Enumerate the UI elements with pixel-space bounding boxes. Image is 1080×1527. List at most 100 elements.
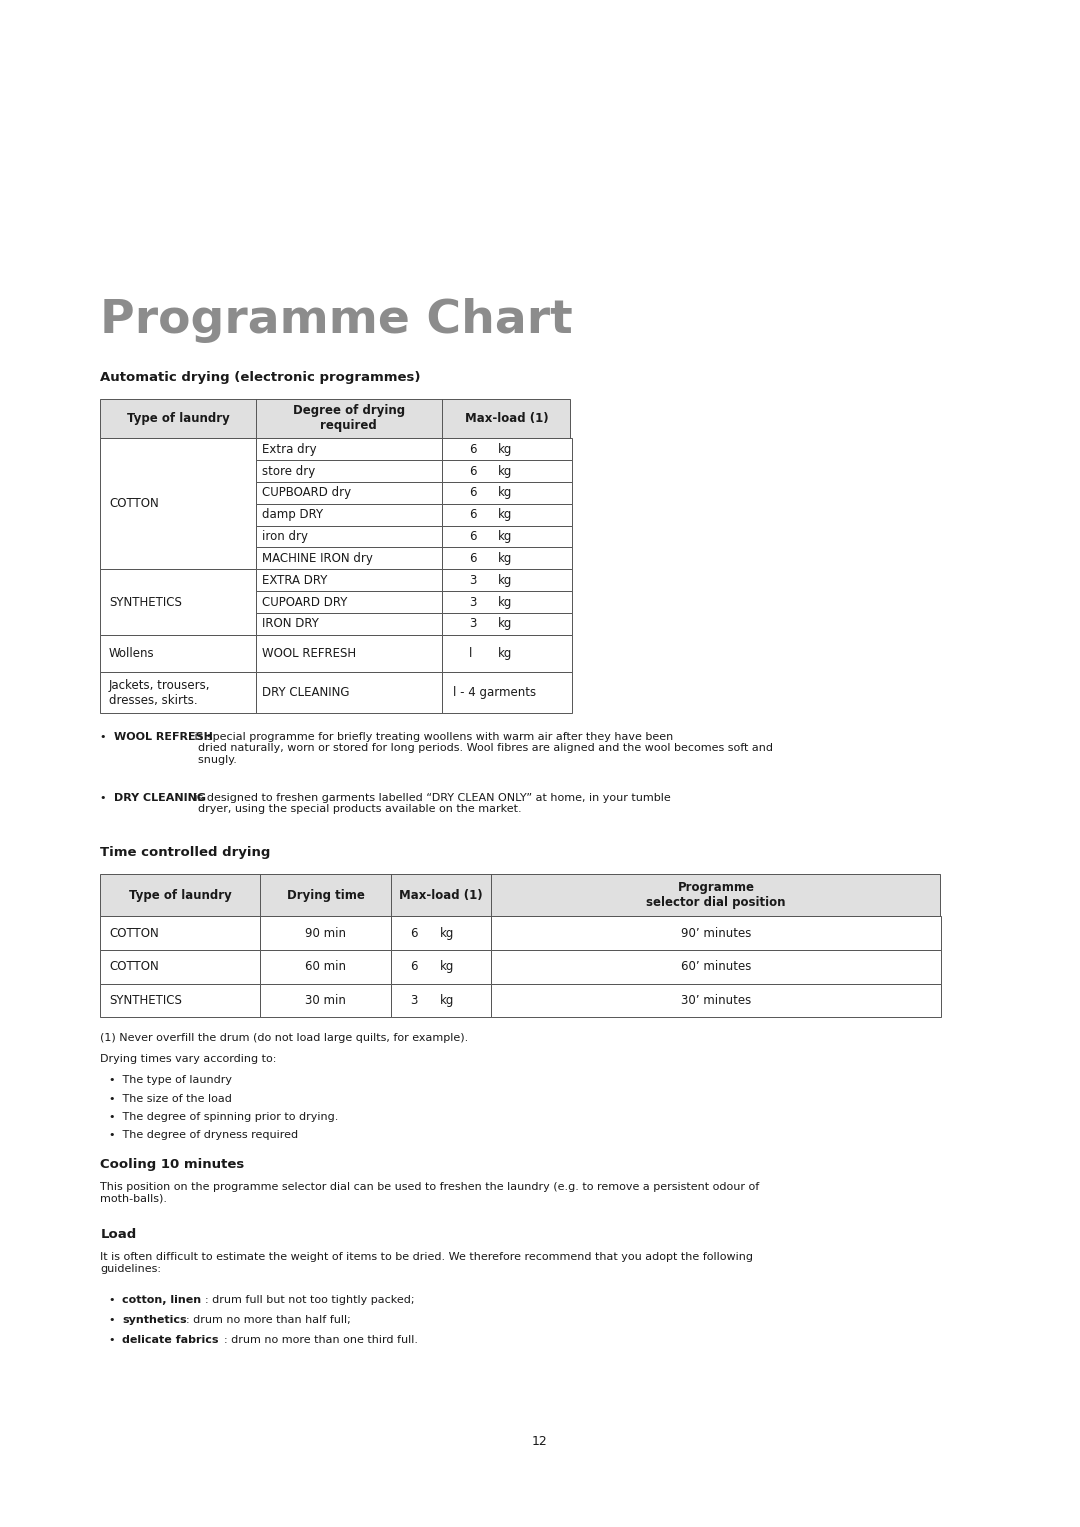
Text: Programme Chart: Programme Chart	[100, 298, 573, 342]
FancyBboxPatch shape	[391, 950, 491, 983]
FancyBboxPatch shape	[491, 950, 941, 983]
Text: Jackets, trousers,
dresses, skirts.: Jackets, trousers, dresses, skirts.	[109, 678, 211, 707]
Text: •  The degree of spinning prior to drying.: • The degree of spinning prior to drying…	[109, 1112, 338, 1122]
Text: l - 4 garments: l - 4 garments	[453, 686, 536, 699]
Text: It is often difficult to estimate the weight of items to be dried. We therefore : It is often difficult to estimate the we…	[100, 1252, 754, 1274]
Text: : drum no more than half full;: : drum no more than half full;	[186, 1315, 351, 1325]
Text: 6: 6	[469, 530, 476, 544]
Text: •: •	[109, 1315, 123, 1325]
Text: (1) Never overfill the drum (do not load large quilts, for example).: (1) Never overfill the drum (do not load…	[100, 1032, 469, 1043]
Text: kg: kg	[498, 596, 512, 609]
Text: DRY CLEANING: DRY CLEANING	[114, 793, 206, 803]
FancyBboxPatch shape	[442, 483, 572, 504]
Text: Programme
selector dial position: Programme selector dial position	[646, 881, 786, 909]
FancyBboxPatch shape	[256, 570, 442, 591]
Text: 6: 6	[410, 927, 418, 939]
Text: kg: kg	[440, 960, 454, 973]
Text: CUPBOARD dry: CUPBOARD dry	[262, 486, 352, 499]
FancyBboxPatch shape	[100, 873, 940, 916]
Text: delicate fabrics: delicate fabrics	[122, 1335, 218, 1345]
FancyBboxPatch shape	[442, 635, 572, 672]
FancyBboxPatch shape	[100, 950, 260, 983]
Text: Max-load (1): Max-load (1)	[400, 889, 483, 901]
Text: •: •	[109, 1295, 123, 1306]
Text: IRON DRY: IRON DRY	[262, 617, 320, 631]
Text: SYNTHETICS: SYNTHETICS	[109, 596, 181, 609]
Text: 12: 12	[532, 1435, 548, 1449]
Text: Max-load (1): Max-load (1)	[465, 412, 549, 425]
Text: Drying time: Drying time	[286, 889, 365, 901]
FancyBboxPatch shape	[442, 460, 572, 483]
Text: Drying times vary according to:: Drying times vary according to:	[100, 1054, 276, 1064]
Text: store dry: store dry	[262, 464, 315, 478]
Text: damp DRY: damp DRY	[262, 508, 324, 521]
Text: kg: kg	[498, 551, 512, 565]
Text: Type of laundry: Type of laundry	[126, 412, 230, 425]
Text: WOOL REFRESH: WOOL REFRESH	[114, 731, 214, 742]
FancyBboxPatch shape	[256, 672, 442, 713]
Text: Load: Load	[100, 1228, 137, 1241]
Text: 3: 3	[469, 574, 476, 586]
Text: 60 min: 60 min	[306, 960, 346, 973]
Text: kg: kg	[498, 486, 512, 499]
Text: DRY CLEANING: DRY CLEANING	[262, 686, 350, 699]
Text: Automatic drying (electronic programmes): Automatic drying (electronic programmes)	[100, 371, 421, 385]
Text: iron dry: iron dry	[262, 530, 309, 544]
Text: 3: 3	[469, 596, 476, 609]
Text: kg: kg	[498, 574, 512, 586]
Text: 6: 6	[469, 464, 476, 478]
Text: is special programme for briefly treating woollens with warm air after they have: is special programme for briefly treatin…	[191, 731, 773, 765]
FancyBboxPatch shape	[256, 547, 442, 570]
Text: COTTON: COTTON	[109, 927, 159, 939]
Text: Extra dry: Extra dry	[262, 443, 318, 455]
Text: SYNTHETICS: SYNTHETICS	[109, 994, 181, 1006]
Text: 6: 6	[469, 486, 476, 499]
FancyBboxPatch shape	[260, 950, 391, 983]
Text: MACHINE IRON dry: MACHINE IRON dry	[262, 551, 374, 565]
FancyBboxPatch shape	[256, 438, 442, 460]
FancyBboxPatch shape	[256, 612, 442, 635]
FancyBboxPatch shape	[491, 983, 941, 1017]
Text: kg: kg	[498, 617, 512, 631]
Text: kg: kg	[440, 994, 454, 1006]
Text: kg: kg	[498, 443, 512, 455]
Text: 6: 6	[410, 960, 418, 973]
Text: is designed to freshen garments labelled “DRY CLEAN ONLY” at home, in your tumbl: is designed to freshen garments labelled…	[191, 793, 671, 814]
FancyBboxPatch shape	[442, 591, 572, 612]
FancyBboxPatch shape	[442, 672, 572, 713]
Text: •  The size of the load: • The size of the load	[109, 1093, 232, 1104]
Text: 90’ minutes: 90’ minutes	[680, 927, 752, 939]
FancyBboxPatch shape	[256, 525, 442, 547]
Text: COTTON: COTTON	[109, 960, 159, 973]
FancyBboxPatch shape	[442, 438, 572, 460]
Text: •: •	[100, 731, 110, 742]
Text: l: l	[469, 647, 472, 660]
Text: synthetics: synthetics	[122, 1315, 187, 1325]
Text: •: •	[100, 793, 110, 803]
FancyBboxPatch shape	[100, 916, 260, 950]
Text: Degree of drying
required: Degree of drying required	[293, 405, 405, 432]
FancyBboxPatch shape	[100, 570, 256, 635]
FancyBboxPatch shape	[256, 591, 442, 612]
Text: cotton, linen: cotton, linen	[122, 1295, 201, 1306]
FancyBboxPatch shape	[100, 672, 256, 713]
Text: This position on the programme selector dial can be used to freshen the laundry : This position on the programme selector …	[100, 1182, 759, 1203]
Text: : drum no more than one third full.: : drum no more than one third full.	[224, 1335, 418, 1345]
Text: kg: kg	[498, 508, 512, 521]
Text: kg: kg	[498, 530, 512, 544]
Text: 90 min: 90 min	[306, 927, 346, 939]
FancyBboxPatch shape	[100, 399, 570, 438]
FancyBboxPatch shape	[256, 504, 442, 525]
Text: CUPOARD DRY: CUPOARD DRY	[262, 596, 348, 609]
Text: 6: 6	[469, 443, 476, 455]
Text: Time controlled drying: Time controlled drying	[100, 846, 271, 860]
Text: kg: kg	[498, 647, 512, 660]
Text: •  The type of laundry: • The type of laundry	[109, 1075, 232, 1086]
Text: 60’ minutes: 60’ minutes	[680, 960, 752, 973]
FancyBboxPatch shape	[256, 483, 442, 504]
FancyBboxPatch shape	[100, 438, 256, 570]
Text: 30’ minutes: 30’ minutes	[680, 994, 752, 1006]
Text: kg: kg	[498, 464, 512, 478]
Text: Type of laundry: Type of laundry	[129, 889, 232, 901]
Text: 30 min: 30 min	[306, 994, 346, 1006]
